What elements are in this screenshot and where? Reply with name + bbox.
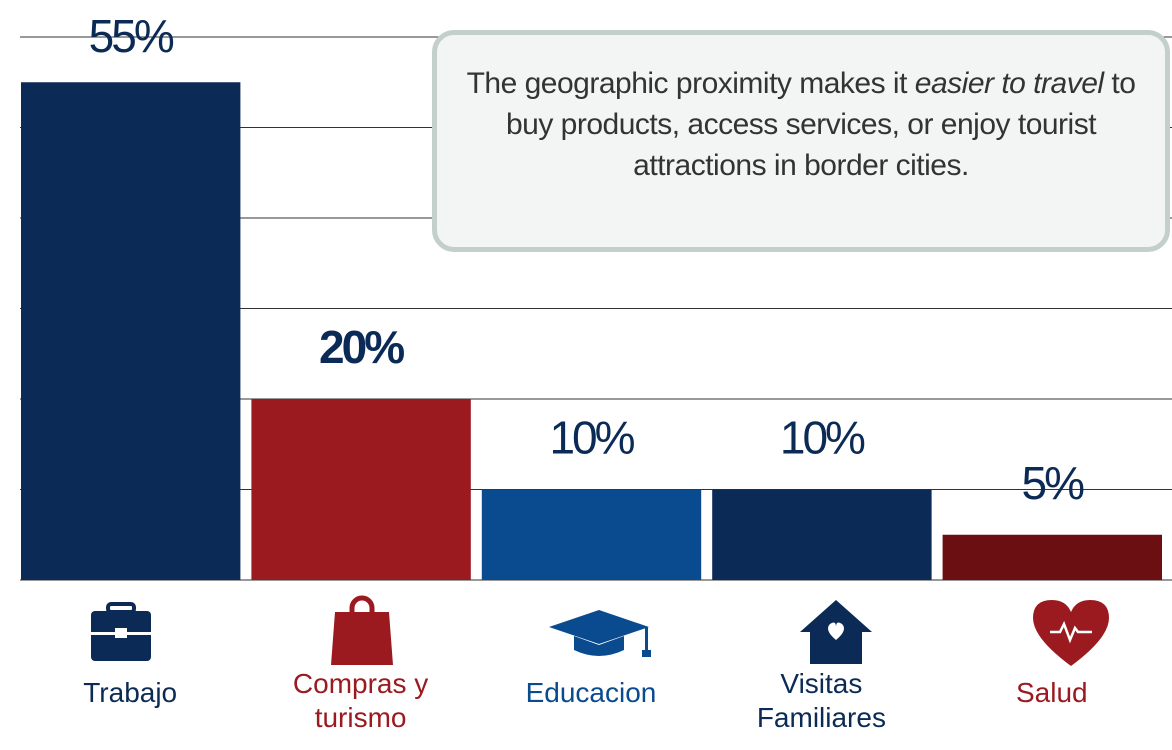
category-label: Educacion	[525, 677, 657, 708]
category-label: Visitas Familiares	[756, 668, 886, 733]
icon-bag	[331, 595, 393, 665]
annotation-italic: easier to travel	[914, 67, 1104, 100]
annotation-text: The geographic proximity makes it	[466, 67, 915, 100]
value-label: 55%	[89, 10, 174, 62]
icon-house	[800, 600, 872, 664]
icon-briefcase	[91, 602, 151, 661]
icon-cap	[549, 610, 651, 657]
annotation-text: to buy products, access services, or enj…	[505, 67, 1136, 182]
icon-heart	[1033, 600, 1109, 666]
value-label: 10%	[780, 412, 865, 464]
annotation: The geographic proximity makes it easier…	[432, 30, 1170, 252]
category-label: Salud	[1015, 677, 1088, 708]
bar	[251, 399, 471, 580]
bar	[942, 534, 1162, 580]
bar	[481, 489, 702, 580]
value-label: 10%	[549, 412, 634, 464]
category-label: Compras y turismo	[292, 668, 429, 733]
value-label: 20%	[319, 321, 404, 373]
bar	[712, 489, 932, 580]
bars	[21, 82, 1162, 580]
bar	[21, 82, 241, 580]
category-label: Trabajo	[83, 677, 178, 708]
value-label: 5%	[1022, 457, 1085, 509]
